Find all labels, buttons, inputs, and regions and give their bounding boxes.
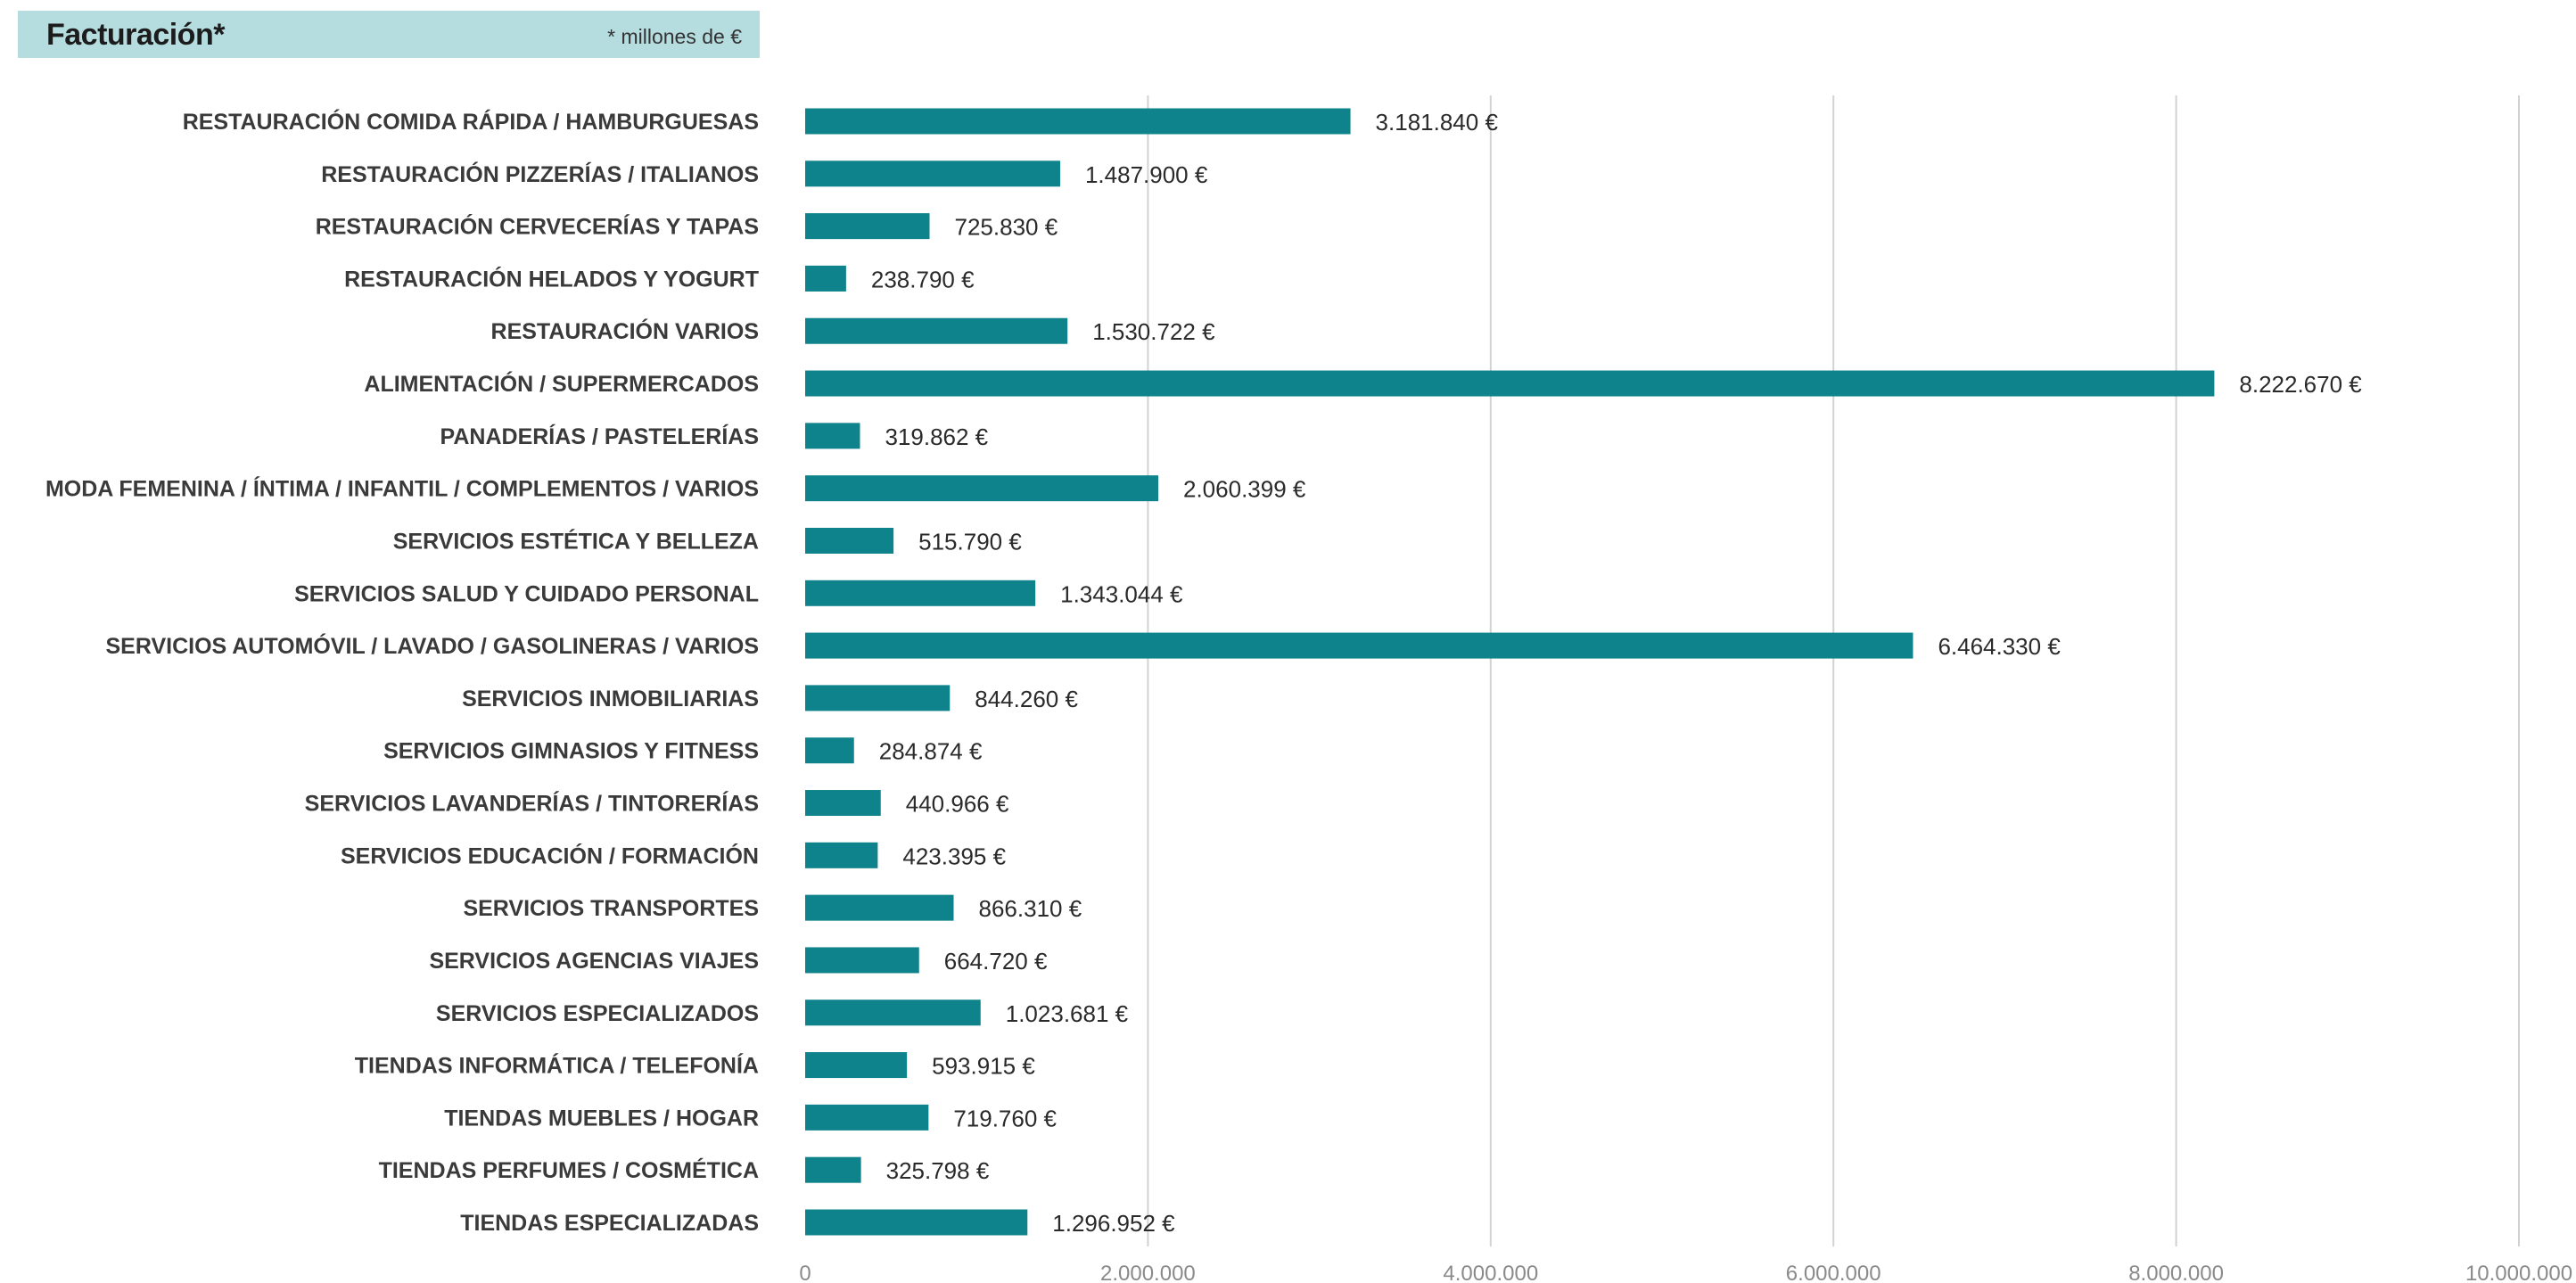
data-label: 3.181.840 € <box>1376 109 1499 136</box>
x-axis-tick-labels: 0 2.000.000 4.000.000 6.000.000 8.000.000 10.… <box>799 1262 2572 1283</box>
bar <box>805 213 930 240</box>
chart-title: Facturación* <box>46 18 225 52</box>
category-label: SERVICIOS ESTÉTICA Y BELLEZA <box>393 528 759 554</box>
category-label: RESTAURACIÓN HELADOS Y YOGURT <box>344 265 759 292</box>
data-label: 664.720 € <box>944 948 1048 975</box>
category-label: RESTAURACIÓN CERVECERÍAS Y TAPAS <box>316 213 759 240</box>
bar <box>805 1156 861 1183</box>
bar <box>805 947 919 974</box>
data-label: 238.790 € <box>871 266 975 292</box>
bar <box>805 790 881 817</box>
x-tick-label: 2.000.000 <box>1100 1262 1196 1283</box>
title-asterisk: * <box>213 18 225 52</box>
bar <box>805 685 951 711</box>
data-label: 440.966 € <box>906 791 1009 818</box>
x-tick-label: 6.000.000 <box>1786 1262 1881 1283</box>
data-label: 1.023.681 € <box>1006 1000 1129 1027</box>
x-tick-label: 8.000.000 <box>2128 1262 2224 1283</box>
category-label: SERVICIOS INMOBILIARIAS <box>462 687 759 711</box>
category-label: MODA FEMENINA / ÍNTIMA / INFANTIL / COMP… <box>45 476 759 502</box>
category-label: SERVICIOS SALUD Y CUIDADO PERSONAL <box>294 581 759 606</box>
category-label: TIENDAS INFORMÁTICA / TELEFONÍA <box>355 1053 759 1079</box>
x-tick-label: 4.000.000 <box>1443 1262 1538 1283</box>
data-label: 515.790 € <box>918 528 1022 555</box>
data-label: 1.343.044 € <box>1060 580 1183 607</box>
data-label: 6.464.330 € <box>1938 633 2061 660</box>
data-label: 1.296.952 € <box>1052 1210 1175 1237</box>
data-label: 325.798 € <box>886 1157 990 1184</box>
category-label: SERVICIOS AUTOMÓVIL / LAVADO / GASOLINER… <box>106 632 760 659</box>
category-label: SERVICIOS GIMNASIOS Y FITNESS <box>383 739 759 764</box>
category-labels: RESTAURACIÓN COMIDA RÁPIDA / HAMBURGUESA… <box>45 108 759 1236</box>
bar <box>805 999 981 1026</box>
category-label: TIENDAS PERFUMES / COSMÉTICA <box>379 1157 759 1183</box>
category-label: SERVICIOS AGENCIAS VIAJES <box>429 949 759 974</box>
chart-subtitle: * millones de € <box>607 25 742 48</box>
bar <box>805 265 846 292</box>
category-label: RESTAURACIÓN VARIOS <box>491 317 759 344</box>
category-label: TIENDAS ESPECIALIZADAS <box>460 1211 759 1236</box>
data-label: 284.874 € <box>879 738 983 765</box>
category-label: SERVICIOS TRANSPORTES <box>463 896 759 921</box>
category-label: SERVICIOS ESPECIALIZADOS <box>436 1001 759 1026</box>
bar <box>805 475 1159 502</box>
category-label: SERVICIOS EDUCACIÓN / FORMACIÓN <box>341 842 759 868</box>
category-label: SERVICIOS LAVANDERÍAS / TINTORERÍAS <box>305 791 759 817</box>
data-label: 844.260 € <box>975 686 1078 712</box>
bar <box>805 108 1351 135</box>
chart-header: Facturación* * millones de € <box>18 11 760 58</box>
data-label: 725.830 € <box>955 214 1058 241</box>
bar <box>805 632 1913 659</box>
bar <box>805 160 1060 187</box>
bar <box>805 737 854 764</box>
data-label: 423.395 € <box>902 843 1006 869</box>
x-tick-label: 0 <box>799 1262 811 1283</box>
value-labels: 3.181.840 € 1.487.900 € 725.830 € 238.790 €… <box>871 109 2362 1237</box>
category-label: RESTAURACIÓN COMIDA RÁPIDA / HAMBURGUESA… <box>183 108 759 135</box>
bar <box>805 894 954 921</box>
data-label: 1.530.722 € <box>1092 318 1215 345</box>
x-tick-label: 10.000.000 <box>2465 1262 2572 1283</box>
bar <box>805 580 1036 606</box>
category-label: PANADERÍAS / PASTELERÍAS <box>440 424 759 449</box>
grid-lines <box>1147 95 2520 1246</box>
bars <box>805 108 2215 1236</box>
bar <box>805 423 860 449</box>
data-label: 593.915 € <box>932 1053 1035 1080</box>
category-label: ALIMENTACIÓN / SUPERMERCADOS <box>364 370 759 397</box>
data-label: 866.310 € <box>979 895 1082 922</box>
data-label: 8.222.670 € <box>2239 371 2362 398</box>
data-label: 319.862 € <box>885 424 988 450</box>
bar <box>805 1052 908 1079</box>
bar <box>805 317 1068 344</box>
category-label: TIENDAS MUEBLES / HOGAR <box>444 1106 759 1131</box>
bar <box>805 370 2215 397</box>
bar <box>805 527 894 554</box>
bar <box>805 1104 929 1131</box>
category-label: RESTAURACIÓN PIZZERÍAS / ITALIANOS <box>321 160 759 187</box>
data-label: 2.060.399 € <box>1183 476 1306 503</box>
bar <box>805 842 878 868</box>
data-label: 719.760 € <box>953 1105 1057 1131</box>
data-label: 1.487.900 € <box>1085 161 1208 188</box>
bar <box>805 1209 1028 1236</box>
